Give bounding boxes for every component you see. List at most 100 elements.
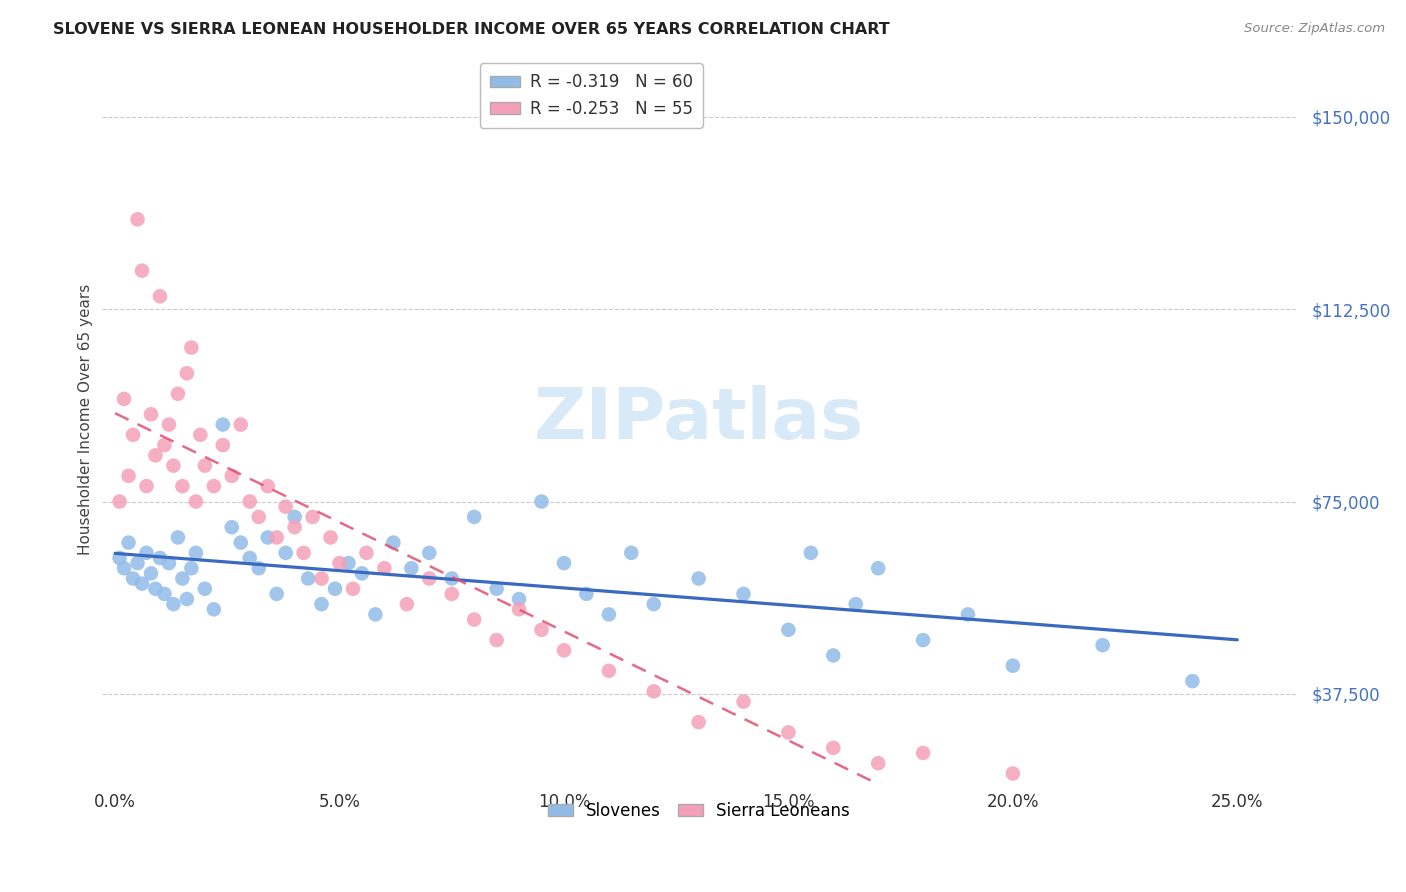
- Point: [184, 494, 207, 508]
- Point: [956, 607, 979, 622]
- Point: [211, 417, 233, 432]
- Point: [172, 479, 194, 493]
- Point: [162, 597, 184, 611]
- Point: [485, 582, 508, 596]
- Point: [800, 546, 823, 560]
- Point: [239, 551, 262, 566]
- Point: [688, 715, 710, 730]
- Point: [845, 597, 868, 611]
- Point: [733, 695, 755, 709]
- Point: [395, 597, 418, 611]
- Point: [337, 556, 360, 570]
- Point: [530, 623, 553, 637]
- Point: [284, 520, 307, 534]
- Point: [643, 597, 665, 611]
- Point: [157, 417, 180, 432]
- Point: [202, 479, 225, 493]
- Point: [256, 479, 278, 493]
- Point: [194, 582, 217, 596]
- Point: [266, 531, 288, 545]
- Point: [912, 746, 935, 760]
- Point: [823, 740, 845, 755]
- Point: [153, 438, 176, 452]
- Point: [356, 546, 378, 560]
- Point: [301, 510, 323, 524]
- Point: [868, 561, 890, 575]
- Point: [1001, 766, 1024, 780]
- Point: [463, 613, 485, 627]
- Point: [157, 556, 180, 570]
- Point: [342, 582, 364, 596]
- Point: [221, 468, 243, 483]
- Point: [733, 587, 755, 601]
- Point: [180, 561, 202, 575]
- Point: [292, 546, 315, 560]
- Point: [139, 566, 162, 581]
- Text: Source: ZipAtlas.com: Source: ZipAtlas.com: [1244, 22, 1385, 36]
- Point: [323, 582, 346, 596]
- Point: [485, 633, 508, 648]
- Point: [135, 479, 157, 493]
- Point: [221, 520, 243, 534]
- Point: [176, 366, 198, 380]
- Point: [575, 587, 598, 601]
- Point: [131, 263, 153, 277]
- Point: [122, 427, 145, 442]
- Point: [256, 531, 278, 545]
- Point: [643, 684, 665, 698]
- Point: [440, 587, 463, 601]
- Point: [149, 551, 172, 566]
- Point: [229, 417, 252, 432]
- Point: [418, 546, 440, 560]
- Point: [823, 648, 845, 663]
- Point: [868, 756, 890, 771]
- Point: [912, 633, 935, 648]
- Point: [162, 458, 184, 473]
- Point: [145, 582, 167, 596]
- Point: [373, 561, 395, 575]
- Point: [598, 607, 620, 622]
- Point: [202, 602, 225, 616]
- Point: [145, 448, 167, 462]
- Point: [112, 561, 135, 575]
- Point: [1091, 638, 1114, 652]
- Point: [190, 427, 212, 442]
- Point: [508, 592, 530, 607]
- Point: [127, 212, 149, 227]
- Point: [778, 725, 800, 739]
- Point: [229, 535, 252, 549]
- Legend: Slovenes, Sierra Leoneans: Slovenes, Sierra Leoneans: [541, 795, 856, 826]
- Point: [463, 510, 485, 524]
- Point: [176, 592, 198, 607]
- Point: [149, 289, 172, 303]
- Point: [311, 572, 333, 586]
- Point: [153, 587, 176, 601]
- Point: [620, 546, 643, 560]
- Point: [350, 566, 373, 581]
- Point: [167, 531, 190, 545]
- Point: [553, 556, 575, 570]
- Point: [418, 572, 440, 586]
- Point: [108, 551, 131, 566]
- Point: [184, 546, 207, 560]
- Point: [247, 510, 270, 524]
- Y-axis label: Householder Income Over 65 years: Householder Income Over 65 years: [79, 284, 93, 555]
- Point: [117, 468, 139, 483]
- Point: [172, 572, 194, 586]
- Point: [778, 623, 800, 637]
- Point: [319, 531, 342, 545]
- Point: [1001, 658, 1024, 673]
- Point: [1181, 674, 1204, 689]
- Point: [167, 386, 190, 401]
- Point: [311, 597, 333, 611]
- Point: [328, 556, 350, 570]
- Point: [364, 607, 387, 622]
- Point: [297, 572, 319, 586]
- Point: [401, 561, 423, 575]
- Point: [127, 556, 149, 570]
- Point: [688, 572, 710, 586]
- Point: [274, 546, 297, 560]
- Point: [131, 576, 153, 591]
- Point: [440, 572, 463, 586]
- Point: [211, 438, 233, 452]
